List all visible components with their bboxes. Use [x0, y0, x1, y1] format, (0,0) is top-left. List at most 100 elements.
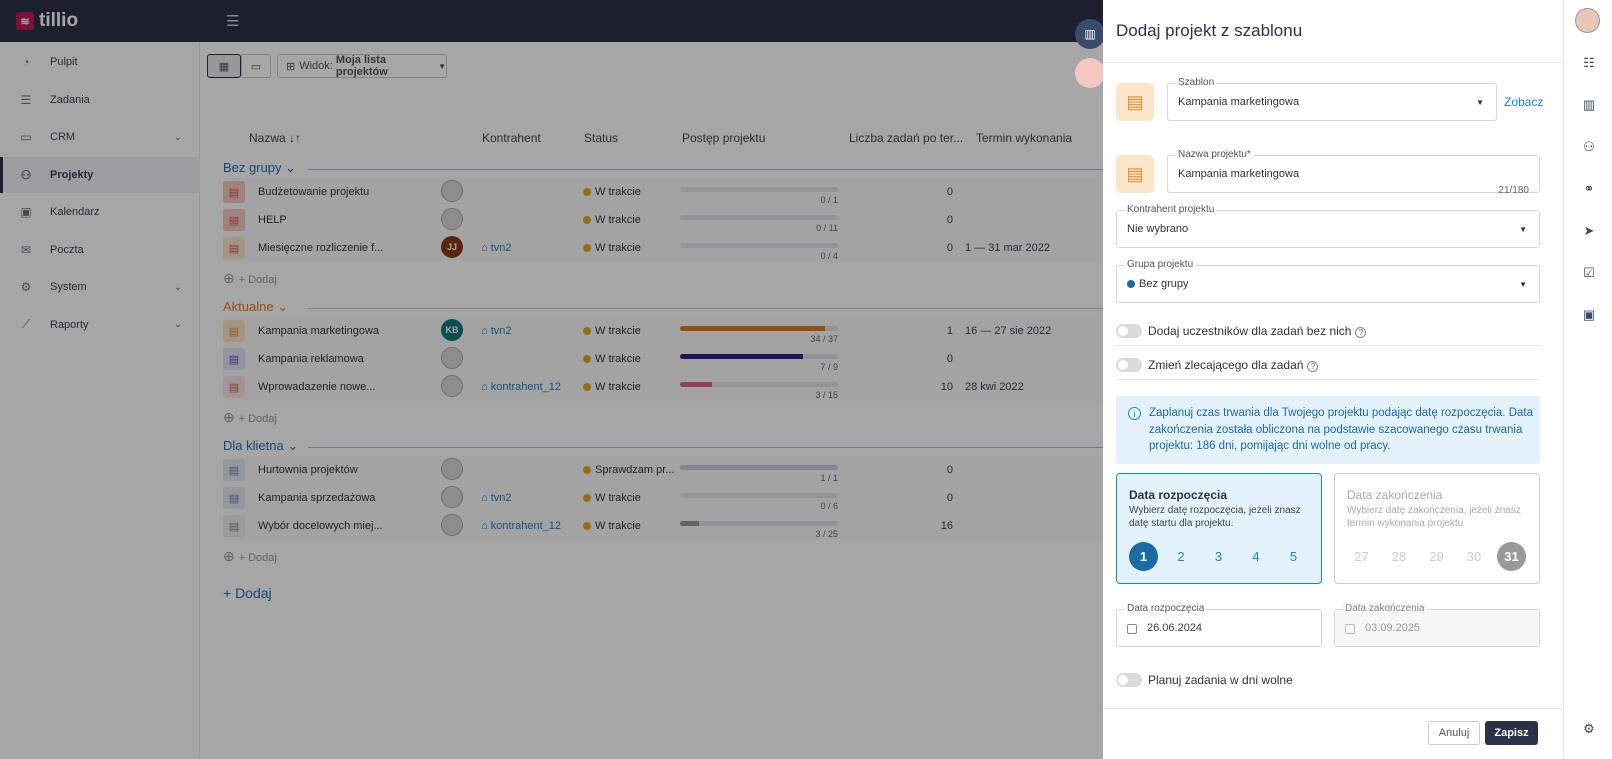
avatar[interactable]	[441, 486, 463, 508]
day-option[interactable]: 3	[1214, 549, 1223, 564]
project-name-input[interactable]: Nazwa projektu* Kampania marketingowa 21…	[1167, 149, 1540, 196]
send-icon[interactable]: ➤	[1583, 223, 1595, 238]
table-row[interactable]: ▤ Miesięczne rozliczenie f... JJ ⌂ tvn2 W tr…	[223, 234, 1103, 262]
status-badge[interactable]: W trakcie	[583, 353, 641, 365]
status-badge[interactable]: W trakcie	[583, 520, 641, 532]
group-select[interactable]: Grupa projektu Bez grupy ▼	[1116, 259, 1540, 303]
table-row[interactable]: ▤ Wprowadazenie nowe... ⌂ kontrahent_12 W t…	[223, 373, 1103, 401]
modal-backdrop[interactable]	[0, 0, 1103, 759]
avatar[interactable]: JJ	[441, 236, 463, 258]
day-option[interactable]: 30	[1466, 549, 1482, 564]
table-row[interactable]: ▤ Wybór docelowych miej... ⌂ kontrahent_12…	[223, 512, 1103, 540]
tasks-list-icon[interactable]: ☷	[1583, 55, 1595, 70]
table-view-button[interactable]: ▦	[207, 54, 241, 78]
sidebar-item-poczta[interactable]: ✉ Poczta	[0, 232, 200, 268]
column-header-progress[interactable]: Postęp projektu	[682, 131, 766, 145]
status-badge[interactable]: W trakcie	[583, 242, 641, 254]
hamburger-menu-icon[interactable]: ☰	[226, 13, 240, 30]
handshake-icon[interactable]: ⚭	[1583, 181, 1595, 196]
calendar-icon[interactable]: ▣	[1582, 307, 1596, 322]
chevron-down-icon[interactable]: ⌄	[173, 319, 182, 330]
app-logo[interactable]: ≋ tillio	[16, 10, 78, 32]
client-tag[interactable]: ⌂ kontrahent_12	[481, 381, 561, 393]
client-select[interactable]: Kontrahent projektu Nie wybrano ▼	[1116, 204, 1540, 248]
cancel-button[interactable]: Anuluj	[1428, 721, 1480, 745]
group-header[interactable]: Bez grupy ⌄	[223, 160, 296, 176]
table-row[interactable]: ▤ Budżetowanie projektu W trakcie 0 / 1 0	[223, 178, 1103, 206]
end-date-card[interactable]: Data zakończenia Wybierz datę zakończeni…	[1334, 473, 1540, 584]
library-icon[interactable]: ▥	[1075, 19, 1105, 49]
project-name[interactable]: Kampania marketingowa	[258, 325, 380, 337]
avatar[interactable]	[441, 458, 463, 480]
status-badge[interactable]: W trakcie	[583, 381, 641, 393]
avatar[interactable]	[441, 347, 463, 369]
table-row[interactable]: ▤ Hurtownia projektów Sprawdzam pr... 1 / 1…	[223, 456, 1103, 484]
group-header[interactable]: Aktualne ⌄	[223, 299, 288, 315]
template-select[interactable]: Szablon Kampania marketingowa ▼	[1167, 77, 1497, 121]
calendar-view-button[interactable]: ▭	[241, 54, 271, 78]
project-name[interactable]: Hurtownia projektów	[258, 464, 358, 476]
client-tag[interactable]: ⌂ tvn2	[481, 242, 512, 254]
day-option[interactable]: 31	[1497, 542, 1526, 571]
table-row[interactable]: ▤ Kampania reklamowa W trakcie 7 / 9 0	[223, 345, 1103, 373]
column-header-tasks[interactable]: Liczba zadań po ter...	[849, 131, 964, 145]
view-select[interactable]: ⊞ Widok: Moja lista projektów ▼	[277, 54, 447, 78]
day-option[interactable]: 29	[1429, 549, 1444, 564]
weekends-toggle[interactable]	[1116, 673, 1142, 687]
project-name[interactable]: Kampania reklamowa	[258, 353, 364, 365]
sidebar-item-raporty[interactable]: ⟋ Raporty ⌄	[0, 307, 200, 343]
table-row[interactable]: ▤ Kampania sprzedażowa ⌂ tvn2 W trakcie 0 / …	[223, 484, 1103, 512]
day-option[interactable]: 5	[1289, 549, 1298, 564]
avatar[interactable]	[441, 208, 463, 230]
project-name[interactable]: HELP	[258, 214, 287, 226]
help-icon[interactable]: ?	[1355, 327, 1367, 338]
buildings-icon[interactable]: ▥	[1582, 97, 1596, 112]
sidebar-item-kalendarz[interactable]: ▣ Kalendarz	[0, 194, 200, 230]
chevron-down-icon[interactable]: ⌄	[173, 131, 182, 143]
chat-check-icon[interactable]: ☑	[1583, 265, 1595, 280]
client-tag[interactable]: ⌂ kontrahent_12	[481, 520, 561, 532]
client-tag[interactable]: ⌂ tvn2	[481, 325, 512, 337]
start-date-card[interactable]: Data rozpoczęcia Wybierz datę rozpoczęci…	[1116, 473, 1322, 584]
project-name[interactable]: Wprowadazenie nowe...	[258, 381, 376, 393]
sidebar-item-zadania[interactable]: ☰ Zadania	[0, 82, 200, 118]
day-option[interactable]: 1	[1129, 542, 1158, 571]
sidebar-item-projekty[interactable]: ⚇ Projekty	[0, 156, 200, 193]
column-header-deadline[interactable]: Termin wykonania	[976, 131, 1073, 145]
project-name[interactable]: Wybór docelowych miej...	[258, 520, 383, 532]
avatar[interactable]	[441, 180, 463, 202]
participants-toggle[interactable]	[1116, 324, 1142, 338]
day-option[interactable]: 27	[1354, 549, 1369, 564]
sidebar-item-system[interactable]: ⚙ System ⌄	[0, 269, 200, 305]
sidebar-item-pulpit[interactable]: ◔ Pulpit	[0, 44, 200, 80]
add-group-button[interactable]: + Dodaj	[223, 585, 272, 601]
add-project-row[interactable]: ⊕ + Dodaj	[223, 270, 277, 287]
help-icon[interactable]: ?	[1307, 361, 1319, 372]
status-badge[interactable]: W trakcie	[583, 492, 641, 504]
day-option[interactable]: 4	[1252, 549, 1260, 564]
status-badge[interactable]: W trakcie	[583, 325, 641, 337]
assigner-toggle[interactable]	[1116, 358, 1142, 372]
table-row[interactable]: ▤ Kampania marketingowa KB ⌂ tvn2 W trakcie 3…	[223, 317, 1103, 345]
add-project-row[interactable]: ⊕ + Dodaj	[223, 409, 277, 426]
save-button[interactable]: Zapisz	[1485, 721, 1538, 745]
start-date-input[interactable]: Data rozpoczęcia 26.06.2024	[1116, 603, 1322, 647]
user-avatar[interactable]	[1575, 8, 1600, 33]
view-template-link[interactable]: Zobacz	[1504, 95, 1544, 109]
status-badge[interactable]: W trakcie	[583, 186, 641, 198]
client-tag[interactable]: ⌂ tvn2	[481, 492, 512, 504]
chevron-down-icon[interactable]: ⌄	[173, 281, 182, 293]
avatar[interactable]: KB	[441, 319, 463, 341]
column-header-status[interactable]: Status	[584, 131, 619, 145]
project-name[interactable]: Miesięczne rozliczenie f...	[258, 242, 384, 254]
column-header-client[interactable]: Kontrahent	[482, 131, 541, 145]
avatar[interactable]	[441, 514, 463, 536]
project-name[interactable]: Budżetowanie projektu	[258, 186, 370, 198]
day-option[interactable]: 28	[1391, 549, 1407, 564]
status-badge[interactable]: W trakcie	[583, 214, 641, 226]
floating-action-icon[interactable]	[1075, 58, 1105, 88]
add-project-row[interactable]: ⊕ + Dodaj	[223, 548, 277, 565]
status-badge[interactable]: Sprawdzam pr...	[583, 464, 674, 476]
people-icon[interactable]: ⚇	[1583, 139, 1595, 154]
day-option[interactable]: 2	[1177, 549, 1185, 564]
